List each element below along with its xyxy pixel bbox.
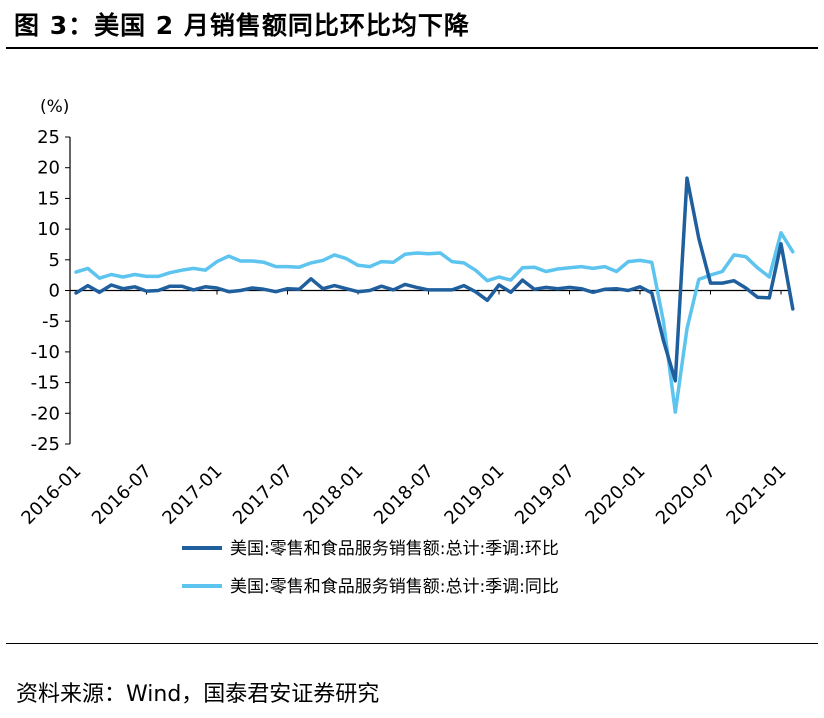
source-note: 资料来源：Wind，国泰君安证券研究 — [16, 682, 380, 707]
series-layer — [74, 176, 795, 414]
series-line-mom — [74, 176, 795, 383]
legend-label: 美国:零售和食品服务销售额:总计:季调:环比 — [230, 539, 559, 559]
y-tick-label: -5 — [42, 311, 60, 332]
x-tick-label: 2016-01 — [17, 461, 85, 529]
y-tick-label: -15 — [31, 373, 60, 394]
x-tick-label: 2021-01 — [722, 461, 790, 529]
x-tick-label: 2017-01 — [158, 461, 226, 529]
y-tick-label: -20 — [31, 403, 60, 424]
x-tick-label: 2018-07 — [370, 461, 438, 529]
figure-title: 图 3：美国 2 月销售额同比环比均下降 — [14, 11, 470, 40]
y-tick-label: 0 — [49, 281, 60, 302]
x-tick-label: 2016-07 — [88, 461, 156, 529]
x-tick-label: 2018-01 — [299, 461, 367, 529]
y-axis-unit-label: (%) — [40, 97, 69, 117]
top-rule — [6, 47, 818, 49]
y-tick-label: -10 — [31, 342, 60, 363]
y-tick-label: 25 — [37, 127, 60, 148]
x-tick-label: 2019-07 — [511, 461, 579, 529]
x-tick-label: 2019-01 — [440, 461, 508, 529]
y-tick-label: 15 — [37, 188, 60, 209]
series-line-yoy — [74, 231, 795, 414]
legend-label: 美国:零售和食品服务销售额:总计:季调:同比 — [230, 577, 559, 597]
x-tick-label: 2017-07 — [229, 461, 297, 529]
y-tick-label: 20 — [37, 158, 60, 179]
bottom-rule — [6, 643, 818, 644]
legend: 美国:零售和食品服务销售额:总计:季调:环比美国:零售和食品服务销售额:总计:季… — [182, 539, 559, 597]
y-tick-label: 10 — [37, 219, 60, 240]
y-tick-label: 5 — [49, 250, 60, 271]
y-tick-label: -25 — [31, 434, 60, 455]
y-axis: 25 20 15 10 5 0 -5 -10 -15 -20 -25 — [31, 127, 71, 455]
x-tick-label: 2020-01 — [581, 461, 649, 529]
x-tick-label: 2020-07 — [652, 461, 720, 529]
